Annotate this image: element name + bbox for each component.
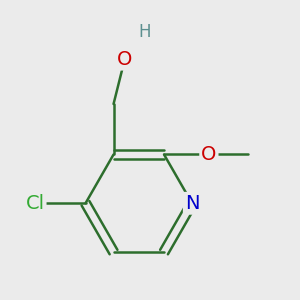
- Text: O: O: [201, 145, 217, 164]
- Text: Cl: Cl: [26, 194, 45, 213]
- Text: H: H: [138, 23, 151, 41]
- Text: O: O: [117, 50, 133, 69]
- Text: N: N: [185, 194, 199, 213]
